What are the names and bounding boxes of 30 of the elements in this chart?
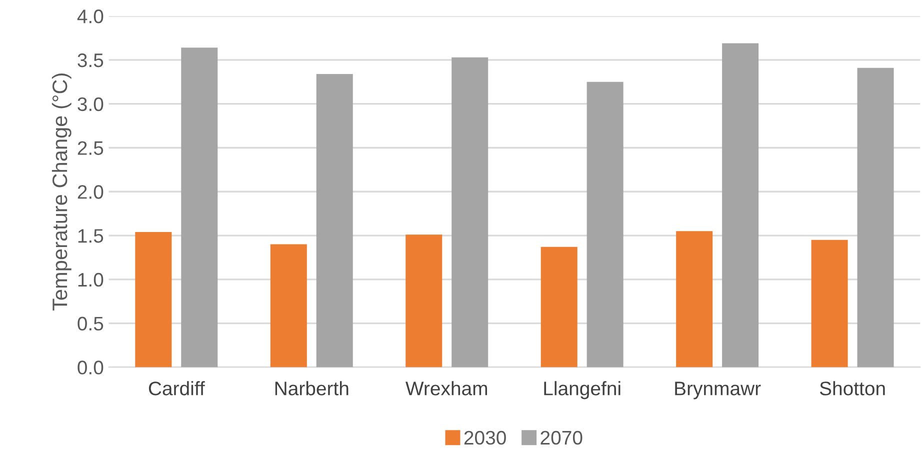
bar	[270, 244, 307, 368]
bar	[135, 232, 172, 368]
bar	[722, 43, 759, 368]
bar	[316, 74, 353, 368]
y-tick-label: 3.0	[78, 97, 104, 112]
x-tick-label: Llangefni	[544, 381, 620, 400]
y-tick-label: 2.0	[78, 185, 104, 199]
legend-label: 2030	[464, 430, 506, 445]
y-tick-label: 3.5	[78, 53, 104, 68]
x-tick-label: Shotton	[820, 381, 885, 396]
x-tick-label: Brynmawr	[675, 382, 761, 400]
bar	[540, 246, 578, 368]
legend-label: 2070	[540, 430, 582, 445]
x-tick-label: Wrexham	[406, 381, 488, 396]
bar	[181, 48, 218, 368]
bar	[452, 57, 488, 368]
bar	[676, 231, 713, 368]
x-tick-label: Narberth	[275, 381, 348, 396]
bar	[586, 82, 624, 368]
x-tick-label: Cardiff	[148, 381, 205, 396]
bar	[406, 234, 442, 368]
y-tick-label: 1.5	[78, 229, 104, 243]
y-tick-label: 4.0	[77, 10, 104, 24]
y-tick-label: 1.0	[78, 272, 104, 287]
bar	[857, 68, 894, 368]
y-tick-label: 0.5	[78, 316, 104, 331]
y-tick-label: 0.0	[78, 360, 104, 374]
y-axis-title: Temperature Change (°C)	[52, 74, 72, 311]
y-tick-label: 2.5	[78, 141, 104, 155]
bar	[811, 240, 848, 368]
